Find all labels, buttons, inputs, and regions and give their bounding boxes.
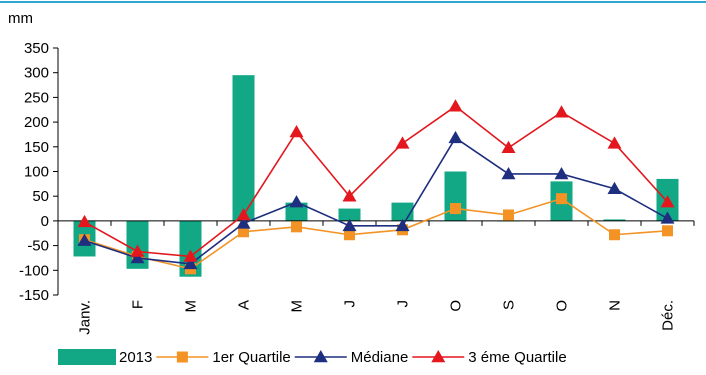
bar-series-2013 bbox=[73, 75, 679, 277]
data-point bbox=[607, 136, 622, 149]
legend-swatch bbox=[58, 349, 116, 365]
data-point bbox=[342, 218, 357, 232]
x-tick-label: Déc. bbox=[660, 300, 677, 331]
data-point bbox=[556, 193, 567, 205]
legend-item: 2013 bbox=[58, 349, 152, 366]
data-point bbox=[291, 221, 302, 233]
x-tick-label: O bbox=[448, 300, 465, 312]
unit-label: mm bbox=[8, 10, 33, 27]
data-point bbox=[609, 229, 620, 241]
data-point bbox=[344, 229, 355, 241]
data-point bbox=[77, 233, 92, 246]
x-tick-label: N bbox=[607, 300, 624, 311]
y-tick-label: 350 bbox=[24, 40, 49, 57]
series-m-diane bbox=[77, 130, 675, 270]
y-axis: 350 300 250 200 150 100 50 0 -50 -100 -150 bbox=[19, 40, 59, 304]
data-point bbox=[448, 130, 463, 144]
bar bbox=[603, 219, 626, 221]
data-point bbox=[395, 136, 410, 149]
y-tick-label: 0 bbox=[41, 213, 49, 230]
x-tick-label: M bbox=[183, 300, 200, 313]
x-tick-label: Janv. bbox=[77, 300, 94, 335]
data-point bbox=[501, 140, 516, 154]
bar bbox=[232, 75, 255, 221]
data-point bbox=[501, 166, 516, 180]
data-point bbox=[431, 350, 446, 363]
data-point bbox=[176, 351, 188, 363]
x-tick-label: O bbox=[554, 300, 571, 312]
data-point bbox=[183, 249, 198, 262]
data-point bbox=[130, 250, 145, 264]
data-point bbox=[450, 203, 461, 215]
data-point bbox=[236, 207, 251, 221]
y-tick-label: -150 bbox=[19, 287, 49, 304]
y-tick-label: 200 bbox=[24, 114, 49, 131]
legend: 2013 1er Quartile Médiane 3 éme Quartile bbox=[58, 349, 567, 366]
series-line bbox=[84, 105, 669, 258]
x-tick-label: S bbox=[501, 300, 518, 310]
data-point bbox=[183, 256, 198, 270]
legend-item: 1er Quartile bbox=[156, 349, 291, 366]
y-tick-label: 250 bbox=[24, 89, 49, 106]
bar bbox=[338, 208, 361, 221]
series-line bbox=[84, 197, 668, 270]
line-series bbox=[77, 99, 675, 275]
x-axis: Janv. F M A M J J O S O N Déc. bbox=[57, 220, 695, 335]
data-point bbox=[313, 350, 328, 363]
series-line bbox=[84, 136, 668, 265]
x-tick-label: J bbox=[342, 300, 359, 308]
data-point bbox=[289, 195, 304, 208]
x-tick-label: A bbox=[236, 300, 253, 310]
data-point bbox=[238, 226, 249, 238]
x-tick-label: J bbox=[395, 300, 412, 308]
data-point bbox=[660, 211, 675, 224]
x-tick-label: M bbox=[289, 300, 306, 313]
data-point bbox=[448, 99, 463, 112]
data-point bbox=[130, 244, 145, 257]
y-tick-label: -50 bbox=[27, 238, 49, 255]
legend-item: Médiane bbox=[294, 349, 409, 366]
legend-label: 3 éme Quartile bbox=[468, 349, 566, 366]
y-tick-label: 100 bbox=[24, 164, 49, 181]
data-point bbox=[236, 216, 251, 229]
data-point bbox=[554, 105, 569, 118]
legend-label: 2013 bbox=[119, 349, 152, 366]
legend-label: 1er Quartile bbox=[212, 349, 290, 366]
data-point bbox=[395, 218, 410, 232]
data-point bbox=[503, 209, 514, 221]
legend-item: 3 éme Quartile bbox=[412, 349, 567, 366]
data-point bbox=[342, 189, 357, 202]
y-tick-label: -100 bbox=[19, 262, 49, 279]
legend-label: Médiane bbox=[351, 349, 409, 366]
x-tick-label: F bbox=[130, 300, 147, 309]
data-point bbox=[662, 225, 673, 237]
y-tick-label: 50 bbox=[32, 188, 49, 205]
y-tick-label: 300 bbox=[24, 65, 49, 82]
data-point bbox=[77, 214, 92, 228]
data-point bbox=[289, 124, 304, 138]
data-point bbox=[554, 166, 569, 180]
y-tick-label: 150 bbox=[24, 139, 49, 156]
data-point bbox=[607, 181, 622, 195]
data-point bbox=[660, 195, 675, 208]
series-3-me-quartile bbox=[77, 99, 675, 262]
